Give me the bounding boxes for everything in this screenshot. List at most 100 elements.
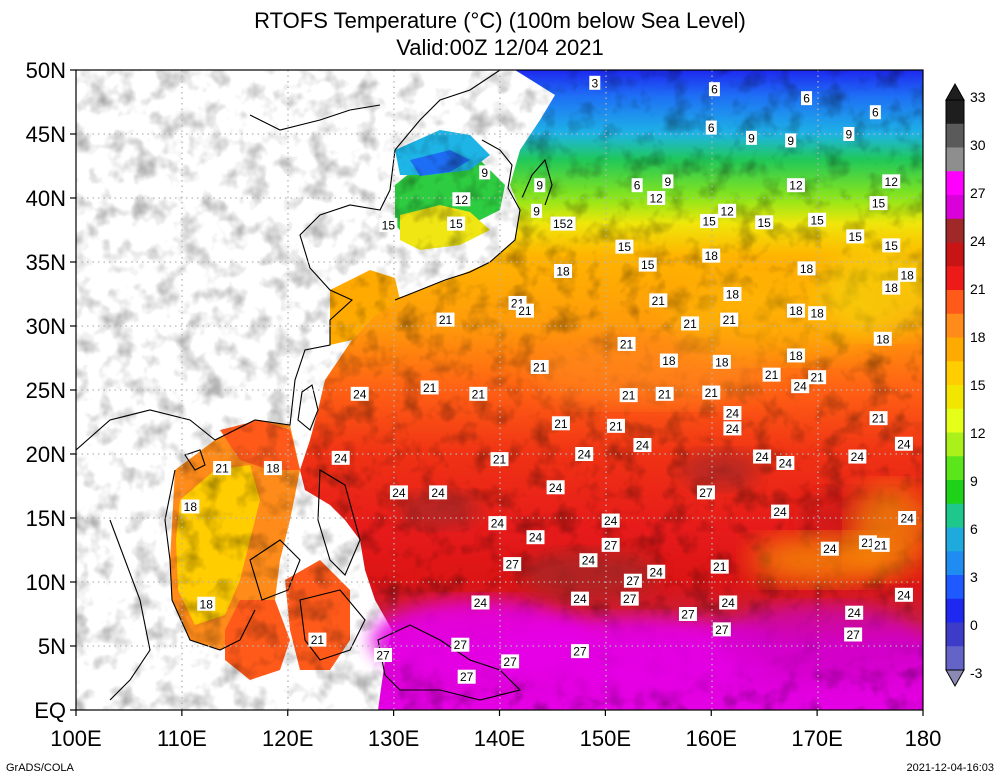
contour-label: 24 [791,379,810,394]
svg-text:15: 15 [618,240,632,254]
svg-text:24: 24 [851,450,865,464]
svg-text:18: 18 [715,355,729,369]
svg-text:6: 6 [803,92,810,106]
colorbar-min-arrow [945,669,965,688]
colorbar-swatch [946,646,964,671]
colorbar-max-arrow [945,82,965,101]
colorbar-swatch [946,218,964,243]
colorbar-swatch [946,503,964,528]
colorbar-swatch [946,622,964,647]
svg-text:27: 27 [376,648,390,662]
svg-text:6: 6 [711,83,718,97]
svg-text:24: 24 [549,481,563,495]
svg-text:15: 15 [758,216,772,230]
svg-text:24: 24 [353,387,367,401]
contour-label: 18 [197,596,216,611]
svg-text:15: 15 [872,197,886,211]
contour-label: 6 [708,82,720,97]
contour-label: 21 [649,293,668,308]
svg-text:15: 15 [885,239,899,253]
lon-tick-label: 120E [262,726,313,751]
lat-tick-label: 20N [26,442,66,467]
colorbar-label: 27 [970,185,986,201]
contour-label: 27 [601,537,620,552]
svg-text:18: 18 [662,354,676,368]
svg-text:21: 21 [423,381,437,395]
contour-label: 21 [490,452,509,467]
colorbar-label: 24 [970,233,986,249]
svg-text:24: 24 [794,380,808,394]
colorbar-swatch [946,337,964,362]
svg-text:21: 21 [622,389,636,403]
lon-tick-label: 100E [50,726,101,751]
svg-text:21: 21 [861,536,875,550]
svg-text:21: 21 [874,538,888,552]
svg-text:9: 9 [664,175,671,189]
svg-text:27: 27 [460,670,474,684]
colorbar-swatch [946,171,964,196]
svg-text:24: 24 [604,514,618,528]
svg-text:27: 27 [681,608,695,622]
colorbar-swatch [946,408,964,433]
svg-text:18: 18 [556,264,570,278]
colorbar-swatch [946,385,964,410]
contour-label: 24 [575,447,594,462]
contour-label: 15 [638,257,657,272]
contour-label: 12 [452,192,471,207]
svg-text:15: 15 [702,215,716,229]
contour-label: 24 [647,564,666,579]
contour-label: 24 [601,513,620,528]
contour-label: 18 [723,287,742,302]
svg-text:15: 15 [641,258,655,272]
longitude-axis: 100E 110E 120E 130E 140E 150E 160E 170E 180 [50,710,941,751]
contour-label: 21 [681,316,700,331]
contour-label: 21 [617,336,636,351]
contour-label: 21 [762,367,781,382]
contour-label: 15 [615,239,634,254]
lat-tick-label: 5N [38,634,66,659]
contour-label: 24 [389,485,408,500]
svg-text:9: 9 [846,128,853,142]
contour-label: 27 [620,591,639,606]
contour-label: 18 [898,267,917,282]
svg-text:21: 21 [554,417,568,431]
contour-label: 18 [712,354,731,369]
svg-text:18: 18 [789,349,803,363]
contour-label: 24 [579,553,598,568]
contour-label: 6 [631,178,643,193]
svg-text:9: 9 [748,131,755,145]
contour-label: 21 [710,559,729,574]
contour-label: 18 [554,263,573,278]
svg-text:21: 21 [439,313,453,327]
contour-label: 24 [771,504,790,519]
contour-label: 9 [785,133,797,148]
contour-label: 21 [213,461,232,476]
svg-text:27: 27 [573,645,587,659]
contour-label: 21 [469,386,488,401]
svg-text:21: 21 [872,412,886,426]
contour-label: 21 [420,380,439,395]
lat-tick-label: 30N [26,314,66,339]
svg-text:27: 27 [846,628,860,642]
svg-text:27: 27 [623,592,637,606]
svg-text:21: 21 [713,560,727,574]
svg-text:24: 24 [650,565,664,579]
colorbar-swatch [946,361,964,386]
colorbar-label: 21 [970,281,986,297]
contour-label: 24 [526,530,545,545]
contour-label: 24 [723,421,742,436]
colorbar-swatch [946,432,964,457]
svg-text:9: 9 [787,134,794,148]
contour-label: 27 [570,644,589,659]
colorbar [945,82,965,688]
contour-label: 24 [350,386,369,401]
contour-label: 21 [871,537,890,552]
colorbar-swatch [946,527,964,552]
contour-label: 24 [894,587,913,602]
contour-label: 18 [873,331,892,346]
svg-text:12: 12 [455,193,469,207]
contour-label: 12 [647,191,666,206]
svg-text:21: 21 [683,317,697,331]
svg-text:18: 18 [810,307,824,321]
contour-label: 9 [479,165,491,180]
